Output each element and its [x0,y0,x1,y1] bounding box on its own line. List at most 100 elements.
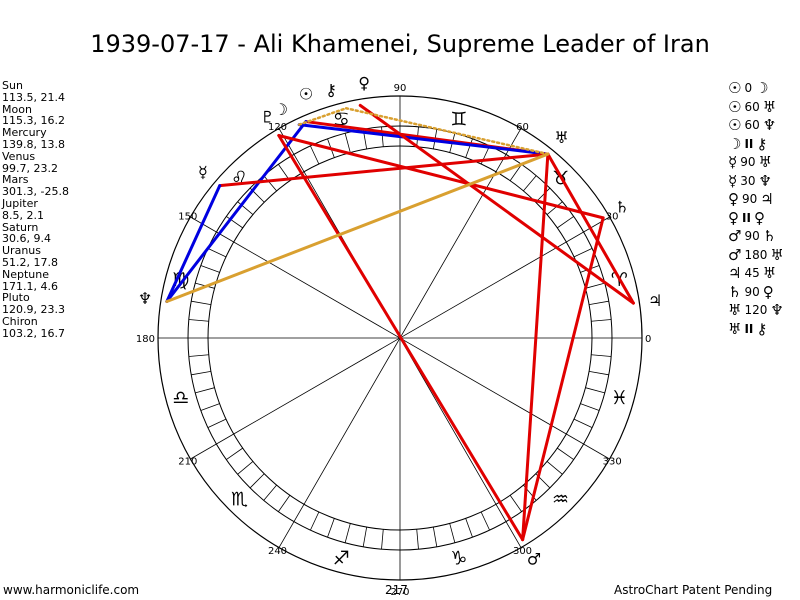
planet-coords-venus: 99.7, 23.2 [2,161,58,175]
aspect-angle: 90 [744,284,760,299]
planet-coords-neptune: 171.1, 4.6 [2,279,58,293]
ring-tick [591,354,612,357]
ring-tick [344,133,351,153]
ring-tick [207,248,227,258]
planet-name-sun: Sun [2,79,23,92]
aspect-row: ☽ II ⚷ [728,135,800,154]
aspect-line [277,133,605,220]
planet-name-mercury: Mercury [2,126,47,140]
ring-tick [293,154,305,172]
ring-tick [216,433,234,445]
aspect-planet-2: ♃ [760,190,774,209]
ring-tick [327,518,335,538]
sign-divider-tick [583,443,610,460]
zodiac-sign-icon: ♐ [333,547,350,569]
aspect-planet-1: ♃ [728,264,742,283]
planet-coords-mercury: 139.8, 13.8 [2,137,65,151]
ring-tick [249,473,265,489]
aspect-planet-2: ♆ [762,116,777,135]
ring-tick [449,523,456,543]
aspect-angle: 120 [744,303,768,318]
aspect-row: ♅ II ⚷ [728,320,800,339]
planet-neptune-icon: ♆ [138,289,152,308]
aspect-planet-2: ♆ [770,301,784,320]
planet-venus-icon: ♀ [358,74,370,93]
planet-name-moon: Moon [2,102,32,116]
aspect-planet-2: ♀ [753,208,765,227]
ring-tick [195,387,215,394]
zodiac-sign-icon: ♍ [172,269,189,291]
ring-tick [573,248,593,258]
ring-tick [381,529,384,550]
aspect-row: ♅ 120 ♆ [728,301,800,320]
ring-tick [566,231,584,243]
aspect-line [521,216,605,542]
ring-tick [557,216,574,229]
aspect-planet-1: ♂ [728,245,742,264]
ring-tick [191,370,211,376]
degree-label-0: 0 [645,334,651,345]
planet-name-venus: Venus [2,149,36,163]
sign-divider-tick [278,128,295,155]
planet-chiron-icon: ⚷ [325,80,337,99]
aspect-row: ☉ 60 ♅ [728,98,800,117]
aspect-planet-2: ♅ [758,153,772,172]
aspect-angle: 60 [744,118,760,133]
planet-uranus-icon: ♅ [554,128,568,147]
zodiac-sign-icon: ♊ [450,109,467,131]
planet-name-uranus: Uranus [2,244,41,258]
ring-tick [381,126,384,147]
ring-tick [293,504,305,522]
planet-sun-icon: ☉ [299,84,313,103]
ring-tick [310,511,320,531]
aspect-list: ☉ 0 ☽ ☉ 60 ♅ ☉ 60 ♆ ☽ II ⚷ ☿ 90 ♅ ☿ 30 ♆ ♀ 90 ♃ ♀ II ♀ ♂ 90 ♄ ♂ 180 ♅… [728,79,800,338]
planet-pluto-icon: ♇ [260,108,274,127]
ring-tick [200,403,220,411]
zodiac-sign-icon: ♑ [450,547,467,569]
planet-jupiter-icon: ♃ [648,291,662,310]
planet-coords-uranus: 51.2, 17.8 [2,255,58,269]
aspect-planet-1: ☿ [728,171,738,190]
aspect-planet-1: ♂ [728,227,742,246]
aspect-row: ♂ 90 ♄ [728,227,800,246]
ring-tick [278,495,291,512]
aspect-line [277,133,525,542]
aspect-planet-1: ☉ [728,97,742,116]
ring-tick [580,403,600,411]
planet-coords-saturn: 30.6, 9.4 [2,232,51,246]
chart-title: 1939-07-17 - Ali Khamenei, Supreme Leade… [90,30,710,58]
planet-coords-moon: 115.3, 16.2 [2,114,65,128]
aspect-angle: II [742,210,751,225]
planet-saturn-icon: ♄ [615,198,629,217]
ring-tick [523,175,537,192]
aspect-planet-1: ♀ [728,190,739,209]
ring-tick [509,495,522,512]
planet-coords-sun: 113.5, 21.4 [2,90,65,104]
sign-divider-tick [190,443,217,460]
degree-label-270: 270 [390,587,409,598]
ring-tick [480,511,490,531]
ring-tick [557,447,574,460]
planet-name-mars: Mars [2,173,29,187]
degree-label-150: 150 [178,212,197,223]
ring-tick [200,265,220,273]
degree-label-60: 60 [516,122,529,133]
aspect-row: ♀ II ♀ [728,209,800,228]
footer-number: 217 [385,583,408,597]
ring-tick [546,461,563,475]
aspect-row: ☉ 0 ☽ [728,79,800,98]
ring-tick [589,300,609,306]
zodiac-sign-icon: ♌ [231,167,248,189]
ring-tick [226,447,243,460]
ring-tick [432,527,438,547]
aspect-angle: II [744,321,754,336]
aspect-angle: 90 [742,192,758,207]
ring-tick [263,175,277,192]
ring-tick [207,418,227,428]
ring-tick [509,164,522,181]
aspect-angle: 90 [740,155,756,170]
aspect-row: ♂ 180 ♅ [728,246,800,265]
aspect-line [165,120,308,303]
aspect-planet-2: ⚷ [756,134,768,153]
zodiac-sign-icon: ♏ [231,489,248,511]
